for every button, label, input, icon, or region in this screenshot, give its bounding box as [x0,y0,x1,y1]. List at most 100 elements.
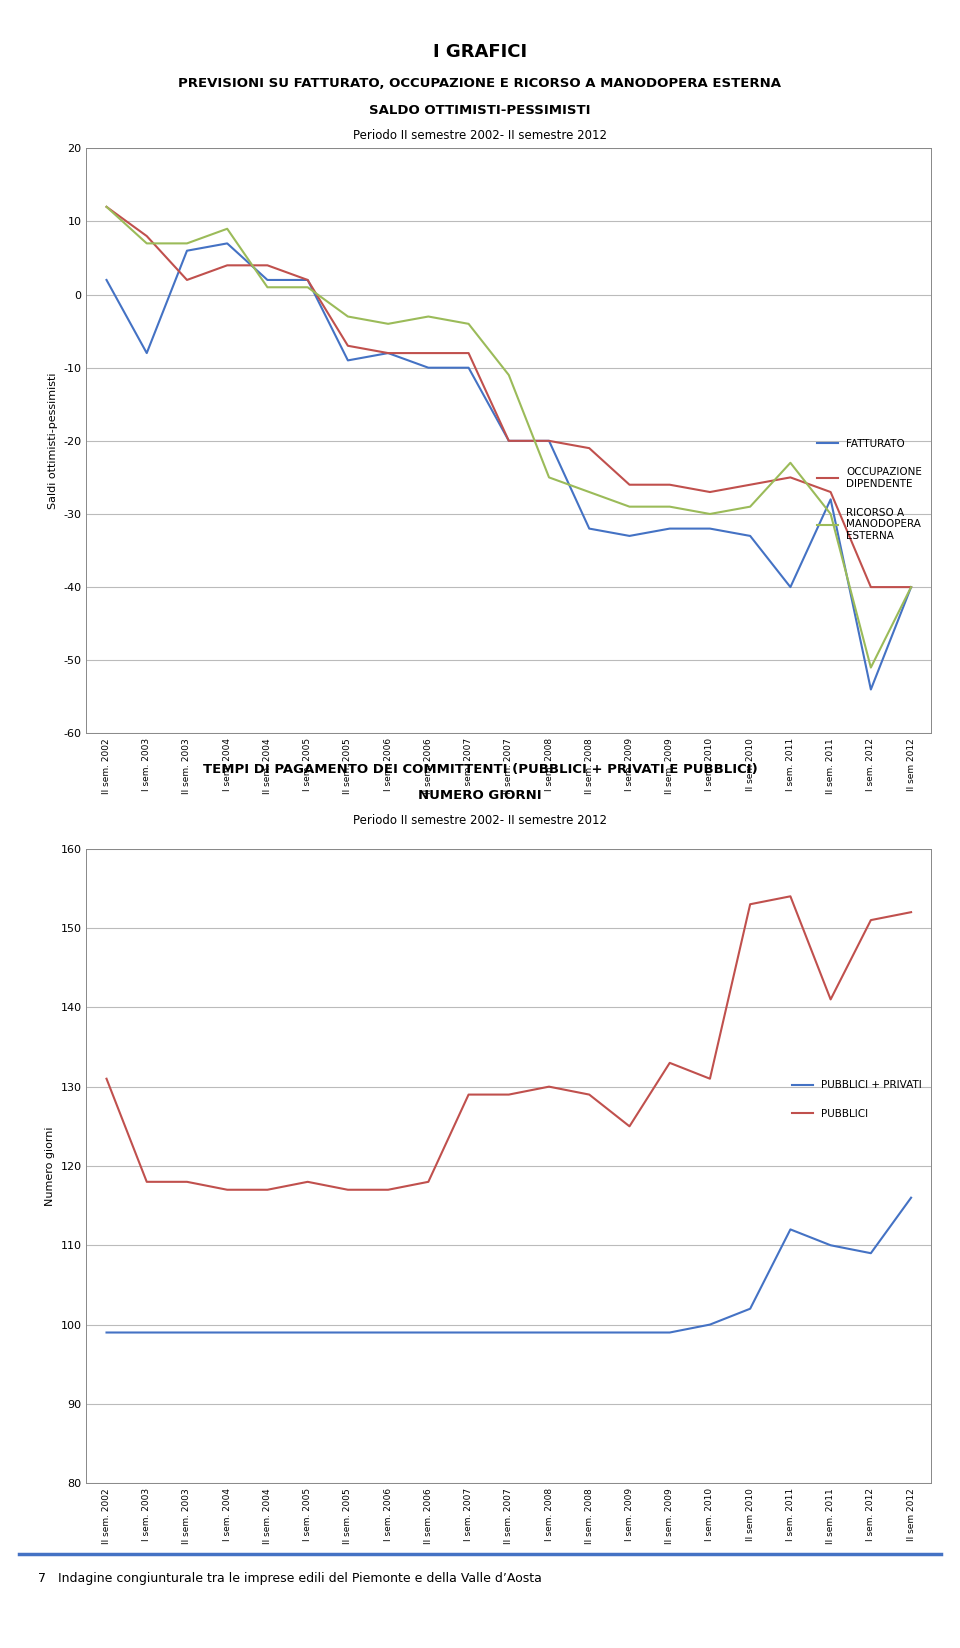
PUBBLICI + PRIVATI [705,1315,716,1335]
FATTURATO [222,234,233,254]
FATTURATO [181,241,193,260]
RICORSO A
MANODOPERA
ESTERNA [865,658,876,677]
RICORSO A
MANODOPERA
ESTERNA [181,234,193,254]
PUBBLICI + PRIVATI [865,1243,876,1262]
RICORSO A
MANODOPERA
ESTERNA [784,453,796,473]
PUBBLICI [141,1172,153,1192]
FATTURATO [664,519,676,539]
OCCUPAZIONE
DIPENDENTE [744,475,756,494]
OCCUPAZIONE
DIPENDENTE [624,475,636,494]
OCCUPAZIONE
DIPENDENTE [422,343,434,363]
OCCUPAZIONE
DIPENDENTE [101,196,112,216]
RICORSO A
MANODOPERA
ESTERNA [422,307,434,326]
FATTURATO [101,270,112,290]
RICORSO A
MANODOPERA
ESTERNA [222,219,233,239]
PUBBLICI + PRIVATI [141,1323,153,1343]
Y-axis label: Numero giorni: Numero giorni [45,1126,55,1206]
FATTURATO [584,519,595,539]
OCCUPAZIONE
DIPENDENTE [584,438,595,458]
OCCUPAZIONE
DIPENDENTE [463,343,474,363]
PUBBLICI + PRIVATI [222,1323,233,1343]
PUBBLICI [705,1070,716,1089]
PUBBLICI [664,1053,676,1073]
Text: Periodo II semestre 2002- II semestre 2012: Periodo II semestre 2002- II semestre 20… [353,129,607,142]
PUBBLICI + PRIVATI [503,1323,515,1343]
FATTURATO [262,270,274,290]
RICORSO A
MANODOPERA
ESTERNA [101,196,112,216]
PUBBLICI + PRIVATI [825,1236,836,1256]
Legend: FATTURATO, OCCUPAZIONE
DIPENDENTE, RICORSO A
MANODOPERA
ESTERNA: FATTURATO, OCCUPAZIONE DIPENDENTE, RICOR… [812,435,926,545]
PUBBLICI [101,1070,112,1089]
OCCUPAZIONE
DIPENDENTE [382,343,394,363]
FATTURATO [301,270,313,290]
PUBBLICI + PRIVATI [422,1323,434,1343]
PUBBLICI [262,1180,274,1200]
RICORSO A
MANODOPERA
ESTERNA [584,483,595,503]
FATTURATO [905,577,917,597]
PUBBLICI + PRIVATI [624,1323,636,1343]
FATTURATO [705,519,716,539]
PUBBLICI [905,903,917,923]
Text: PREVISIONI SU FATTURATO, OCCUPAZIONE E RICORSO A MANODOPERA ESTERNA: PREVISIONI SU FATTURATO, OCCUPAZIONE E R… [179,77,781,91]
OCCUPAZIONE
DIPENDENTE [181,270,193,290]
Line: PUBBLICI: PUBBLICI [107,897,911,1190]
RICORSO A
MANODOPERA
ESTERNA [825,504,836,524]
FATTURATO [624,526,636,545]
PUBBLICI [784,887,796,906]
PUBBLICI [865,910,876,929]
Y-axis label: Saldi ottimisti-pessimisti: Saldi ottimisti-pessimisti [48,372,58,509]
PUBBLICI + PRIVATI [543,1323,555,1343]
RICORSO A
MANODOPERA
ESTERNA [342,307,353,326]
PUBBLICI + PRIVATI [342,1323,353,1343]
RICORSO A
MANODOPERA
ESTERNA [382,313,394,333]
PUBBLICI [744,895,756,915]
PUBBLICI [624,1116,636,1135]
PUBBLICI [463,1084,474,1104]
Line: PUBBLICI + PRIVATI: PUBBLICI + PRIVATI [107,1198,911,1333]
PUBBLICI + PRIVATI [905,1188,917,1208]
PUBBLICI + PRIVATI [463,1323,474,1343]
Text: Periodo II semestre 2002- II semestre 2012: Periodo II semestre 2002- II semestre 20… [353,814,607,827]
FATTURATO [382,343,394,363]
PUBBLICI + PRIVATI [301,1323,313,1343]
FATTURATO [422,358,434,377]
FATTURATO [141,343,153,363]
OCCUPAZIONE
DIPENDENTE [705,483,716,503]
RICORSO A
MANODOPERA
ESTERNA [664,496,676,516]
OCCUPAZIONE
DIPENDENTE [301,270,313,290]
PUBBLICI [382,1180,394,1200]
Text: 7   Indagine congiunturale tra le imprese edili del Piemonte e della Valle d’Aos: 7 Indagine congiunturale tra le imprese … [38,1572,542,1585]
PUBBLICI + PRIVATI [101,1323,112,1343]
RICORSO A
MANODOPERA
ESTERNA [905,577,917,597]
FATTURATO [865,679,876,699]
Line: FATTURATO: FATTURATO [107,244,911,689]
PUBBLICI [422,1172,434,1192]
PUBBLICI + PRIVATI [664,1323,676,1343]
PUBBLICI [825,989,836,1009]
PUBBLICI + PRIVATI [784,1220,796,1239]
OCCUPAZIONE
DIPENDENTE [503,430,515,450]
FATTURATO [744,526,756,545]
FATTURATO [463,358,474,377]
RICORSO A
MANODOPERA
ESTERNA [301,277,313,297]
PUBBLICI + PRIVATI [382,1323,394,1343]
PUBBLICI [543,1076,555,1096]
OCCUPAZIONE
DIPENDENTE [825,483,836,503]
Legend: PUBBLICI + PRIVATI, PUBBLICI: PUBBLICI + PRIVATI, PUBBLICI [788,1076,926,1122]
OCCUPAZIONE
DIPENDENTE [543,430,555,450]
RICORSO A
MANODOPERA
ESTERNA [624,496,636,516]
Text: I GRAFICI: I GRAFICI [433,43,527,61]
OCCUPAZIONE
DIPENDENTE [342,336,353,356]
FATTURATO [342,351,353,371]
FATTURATO [784,577,796,597]
RICORSO A
MANODOPERA
ESTERNA [141,234,153,254]
Text: SALDO OTTIMISTI-PESSIMISTI: SALDO OTTIMISTI-PESSIMISTI [370,104,590,117]
PUBBLICI [222,1180,233,1200]
Line: OCCUPAZIONE
DIPENDENTE: OCCUPAZIONE DIPENDENTE [107,206,911,587]
RICORSO A
MANODOPERA
ESTERNA [744,496,756,516]
RICORSO A
MANODOPERA
ESTERNA [262,277,274,297]
OCCUPAZIONE
DIPENDENTE [222,255,233,275]
PUBBLICI + PRIVATI [262,1323,274,1343]
RICORSO A
MANODOPERA
ESTERNA [503,366,515,386]
RICORSO A
MANODOPERA
ESTERNA [543,468,555,488]
